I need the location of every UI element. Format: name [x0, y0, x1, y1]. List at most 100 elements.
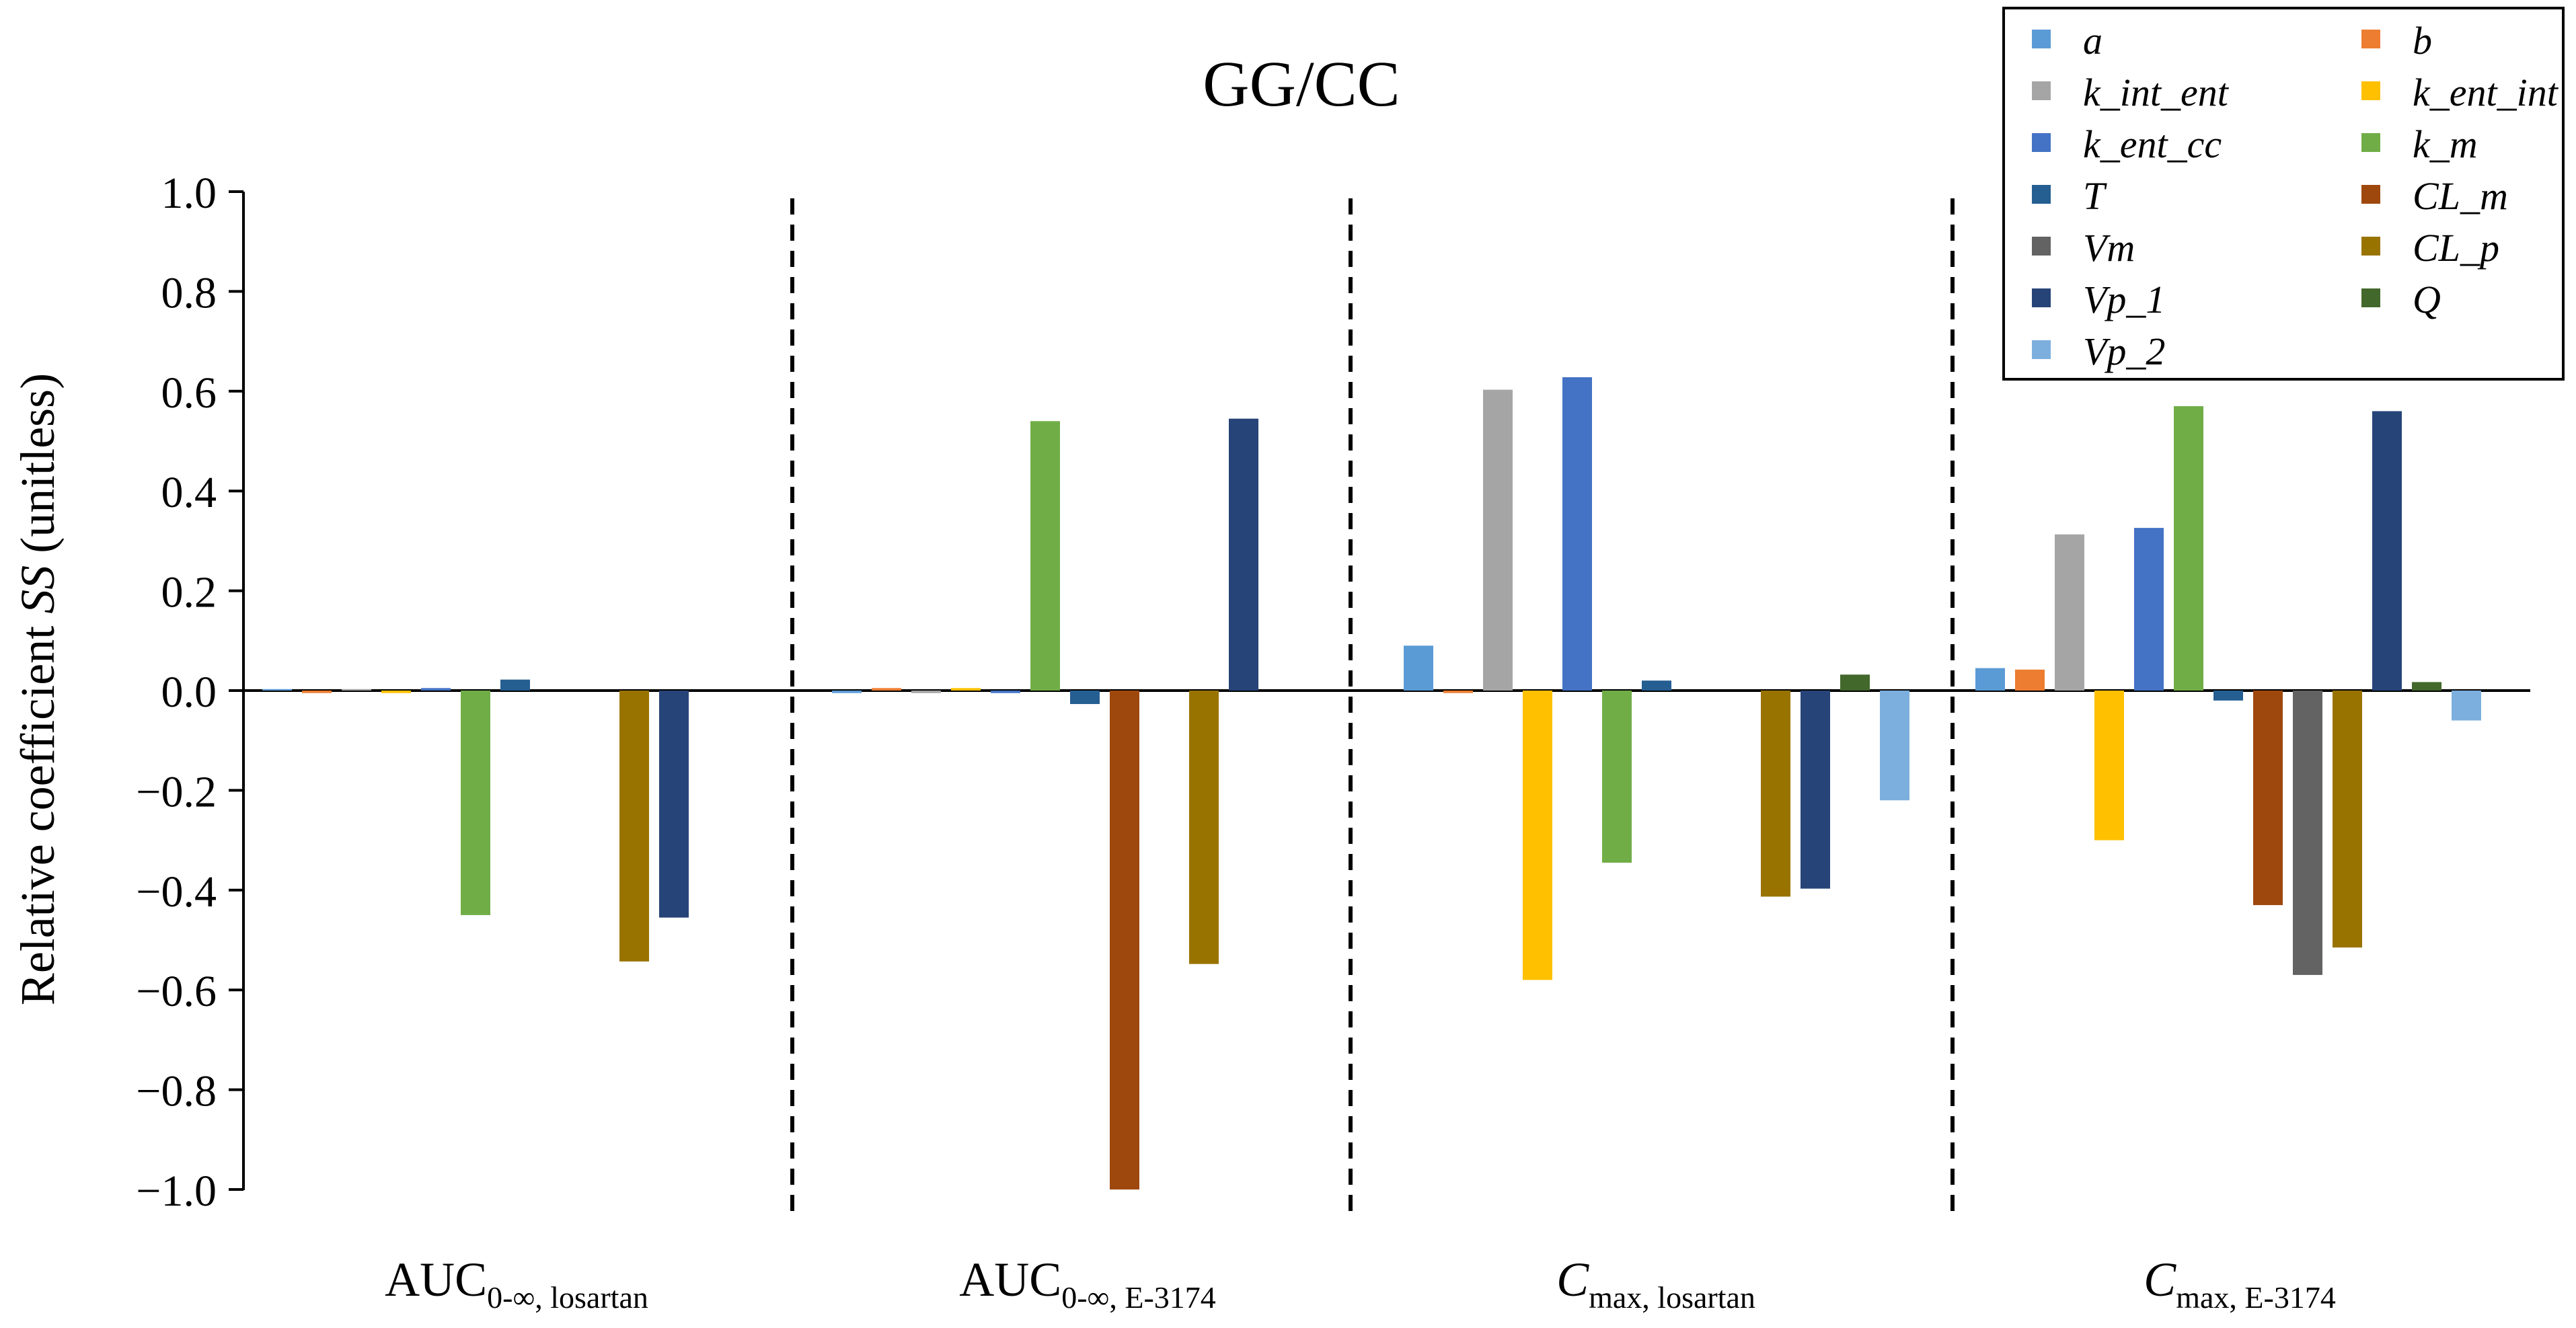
y-tick-label: −0.2: [136, 767, 217, 816]
legend-swatch-T: [2032, 185, 2051, 204]
x-category-label: Cmax, losartan: [1556, 1253, 1755, 1315]
y-tick-label: 0.2: [161, 568, 217, 617]
bar-T: [2213, 691, 2243, 701]
legend-swatch-k_int_ent: [2032, 81, 2051, 100]
legend-swatch-k_ent_cc: [2032, 133, 2051, 152]
y-tick-label: −1.0: [136, 1167, 217, 1216]
bar-Vp_1: [659, 691, 689, 918]
legend-label-T: T: [2083, 174, 2107, 218]
x-category-label-main: C: [1556, 1253, 1589, 1306]
bar-CL_p: [1761, 691, 1790, 897]
bar-k_ent_cc: [991, 691, 1020, 693]
bar-Vp_1: [1801, 691, 1830, 889]
x-category-labels: AUC0-∞, losartan AUC0-∞, E-3174 Cmax, losa…: [385, 1253, 2336, 1315]
legend-swatch-Vp_1: [2032, 288, 2051, 307]
bar-Q: [2412, 682, 2441, 691]
bar-k_ent_int: [1523, 691, 1552, 980]
bar-k_ent_int: [381, 691, 411, 693]
legend-swatch-Q: [2361, 288, 2380, 307]
legend-box: [2002, 7, 2565, 381]
legend-swatch-CL_p: [2361, 237, 2380, 256]
bar-k_ent_int: [2094, 691, 2124, 841]
bar-k_int_ent: [342, 689, 371, 691]
bar-k_ent_int: [951, 688, 981, 691]
legend-label-Vp_2: Vp_2: [2083, 329, 2165, 373]
x-category-label-sub: max, losartan: [1589, 1280, 1755, 1315]
bar-k_int_ent: [2055, 534, 2084, 691]
legend-label-Vp_1: Vp_1: [2083, 278, 2165, 321]
bar-CL_p: [2333, 691, 2362, 948]
y-tick-label: 0.6: [161, 368, 217, 418]
bar-Vp_2: [2452, 691, 2481, 721]
legend-label-k_int_ent: k_int_ent: [2083, 71, 2230, 114]
y-axis-label-italic: SS: [11, 565, 65, 614]
legend-label-Vm: Vm: [2083, 226, 2135, 270]
legend-swatch-k_m: [2361, 133, 2380, 152]
legend-label-CL_m: CL_m: [2413, 174, 2508, 218]
bar-b: [1443, 691, 1473, 693]
bar-k_m: [2174, 406, 2203, 691]
bar-T: [1642, 680, 1671, 691]
y-tick-label: 0.4: [161, 468, 217, 517]
y-tick-label: −0.6: [136, 967, 217, 1016]
y-axis-label-tail: (unitless): [11, 373, 65, 565]
bar-T: [1070, 691, 1100, 705]
legend-label-k_ent_int: k_ent_int: [2413, 71, 2559, 114]
legend-label-a: a: [2083, 19, 2103, 63]
bar-k_ent_cc: [1562, 377, 1592, 691]
legend-label-CL_p: CL_p: [2413, 226, 2499, 270]
bar-b: [2015, 669, 2045, 691]
x-category-label-sub: max, E-3174: [2176, 1280, 2336, 1315]
bar-a: [1404, 646, 1433, 691]
bar-k_ent_cc: [421, 688, 451, 691]
legend-swatch-a: [2032, 30, 2051, 48]
chart-title: GG/CC: [1203, 48, 1400, 120]
x-category-label: AUC0-∞, losartan: [385, 1253, 648, 1315]
bars: [262, 377, 2481, 1189]
legend-swatch-k_ent_int: [2361, 81, 2380, 100]
y-tick-label: −0.4: [136, 867, 217, 916]
bar-b: [872, 688, 901, 691]
legend: a b k_int_ent k_ent_int k_ent_cc k_m T CL_m Vm CL…: [2002, 7, 2565, 381]
legend-label-k_m: k_m: [2413, 122, 2478, 166]
x-category-label: AUC0-∞, E-3174: [959, 1253, 1216, 1315]
bar-CL_p: [1189, 691, 1219, 964]
y-tick-label: 0.0: [161, 668, 217, 717]
bar-CL_m: [2253, 691, 2283, 906]
y-axis-label: Relative coefficient SS (unitless): [11, 373, 65, 1005]
legend-label-Q: Q: [2413, 278, 2441, 321]
legend-swatch-b: [2361, 30, 2380, 48]
y-tick-label: 1.0: [161, 169, 217, 218]
y-axis-label-main: Relative coefficient: [11, 614, 65, 1005]
bar-k_int_ent: [911, 691, 941, 693]
x-category-label-main: AUC: [959, 1253, 1061, 1306]
bar-Vp_1: [2372, 411, 2402, 691]
x-category-label-main: AUC: [385, 1253, 487, 1306]
bar-b: [302, 691, 332, 693]
x-category-label: Cmax, E-3174: [2144, 1253, 2336, 1315]
category-separators: [790, 198, 1955, 1217]
legend-label-b: b: [2413, 19, 2432, 63]
bar-CL_p: [619, 691, 649, 962]
bar-k_int_ent: [1483, 389, 1513, 691]
x-category-label-main: C: [2144, 1253, 2176, 1306]
y-tick-label: −0.8: [136, 1067, 217, 1116]
bar-Q: [1840, 674, 1870, 691]
bar-a: [262, 689, 292, 691]
bar-a: [1975, 668, 2005, 691]
y-tick-label: 0.8: [161, 268, 217, 317]
bar-k_m: [461, 691, 490, 915]
legend-swatch-Vp_2: [2032, 340, 2051, 359]
bar-k_ent_cc: [2134, 528, 2164, 691]
y-ticks: 1.0 0.8 0.6 0.4 0.2 0.0 −0.2 −0.4 −0.6 −0.8 −1.0: [136, 169, 243, 1216]
bar-Vm: [2293, 691, 2322, 975]
bar-k_m: [1030, 421, 1060, 691]
legend-label-k_ent_cc: k_ent_cc: [2083, 122, 2222, 166]
x-category-label-sub: 0-∞, E-3174: [1061, 1280, 1216, 1315]
bar-CL_m: [1110, 691, 1139, 1189]
x-category-label-sub: 0-∞, losartan: [487, 1280, 648, 1315]
legend-swatch-Vm: [2032, 237, 2051, 256]
bar-Vp_2: [1880, 691, 1909, 801]
legend-swatch-CL_m: [2361, 185, 2380, 204]
